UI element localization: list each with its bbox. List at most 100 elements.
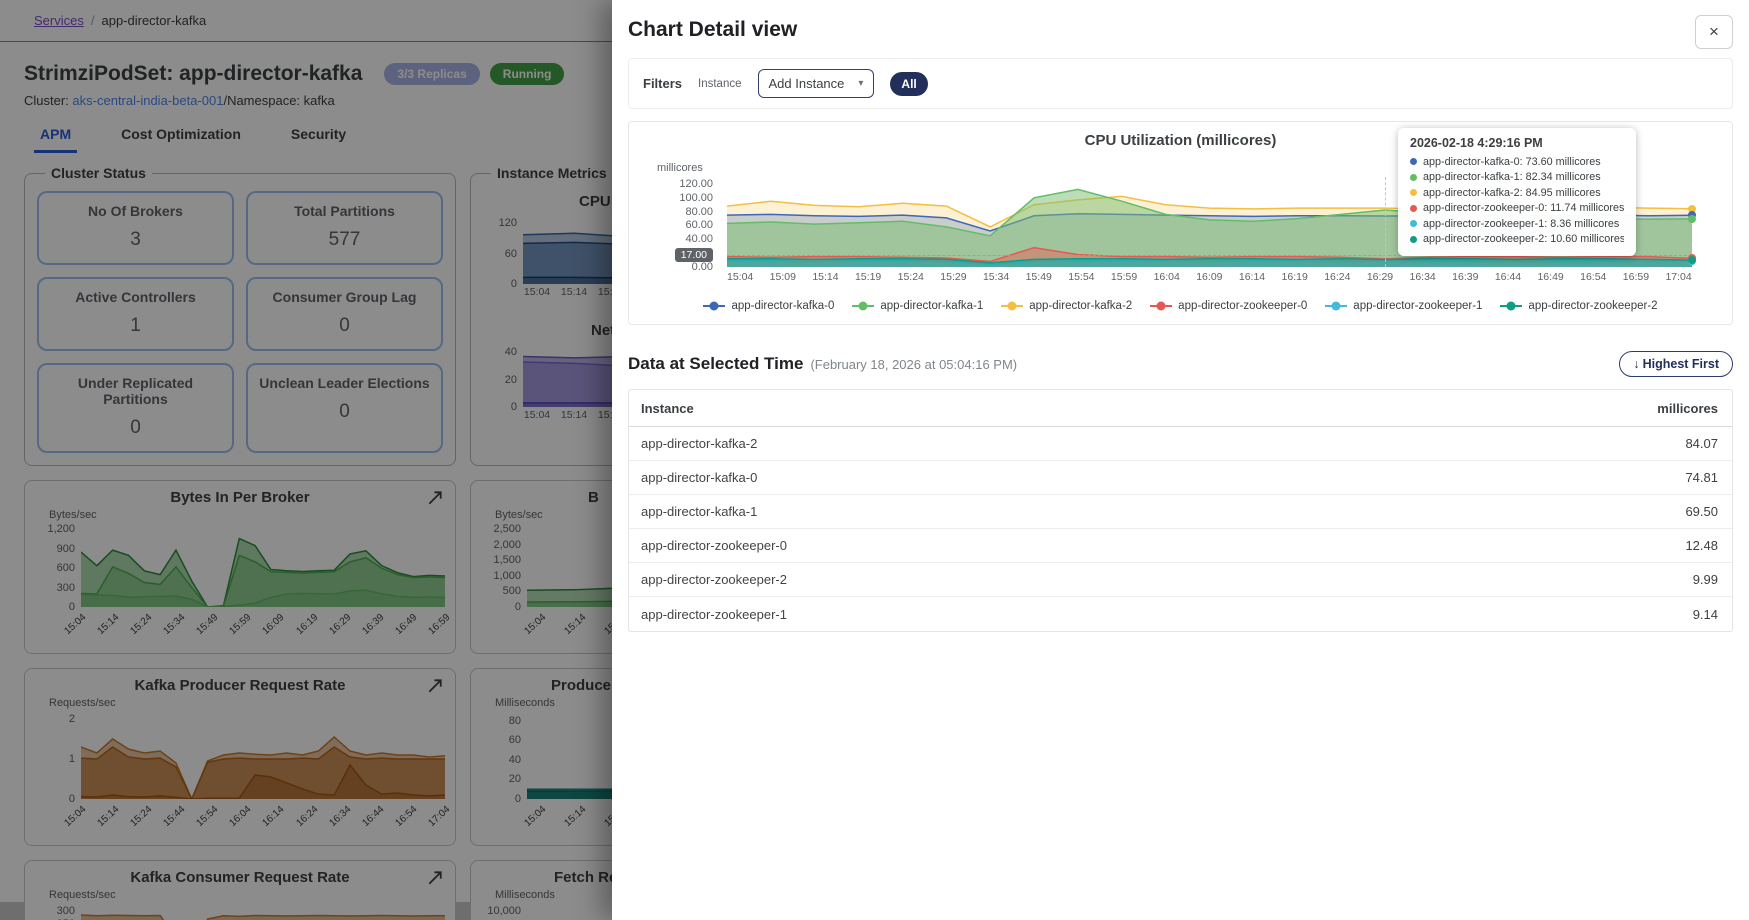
tooltip-row: app-director-kafka-2: 84.95 millicores <box>1410 185 1624 201</box>
y-axis-labels: 120 60 0 <box>498 217 517 290</box>
legend-item[interactable]: app-director-zookeeper-2 <box>1500 296 1658 316</box>
kafka-consumer-request-rate-card[interactable]: Kafka Consumer Request Rate Requests/sec… <box>24 860 456 920</box>
tooltip-row: app-director-zookeeper-0: 11.74 millicor… <box>1410 201 1624 217</box>
stat-card: Under Replicated Partitions 0 <box>37 363 234 453</box>
producer-rate-plot[interactable] <box>81 711 445 799</box>
legend-marker <box>1325 301 1348 311</box>
detail-chart-title: CPU Utilization (millicores) <box>1084 132 1277 149</box>
y-axis-labels: 1,200 900 600 300 0 <box>47 523 75 613</box>
cluster-stats-grid: No Of Brokers 3 Total Partitions 577 Act… <box>37 191 443 453</box>
close-button[interactable]: × <box>1695 15 1733 49</box>
legend-marker <box>1500 301 1523 311</box>
legend-item[interactable]: app-director-kafka-2 <box>1001 296 1132 316</box>
y-axis-unit: Milliseconds <box>495 697 555 709</box>
cluster-status-section: Cluster Status No Of Brokers 3 Total Par… <box>24 165 456 466</box>
detail-y-axis-unit: millicores <box>657 162 703 174</box>
legend-marker <box>703 301 726 311</box>
expand-icon[interactable] <box>427 678 443 694</box>
column-millicores: millicores <box>1657 400 1718 416</box>
series-color-dot <box>1410 220 1417 228</box>
selected-data-header: Data at Selected Time (February 18, 2026… <box>628 351 1733 377</box>
detail-chart-panel: CPU Utilization (millicores) millicores … <box>628 121 1733 325</box>
chart-tooltip: 2026-02-18 4:29:16 PM app-director-kafka… <box>1398 128 1636 256</box>
selected-data-timestamp: (February 18, 2026 at 05:04:16 PM) <box>810 356 1018 372</box>
stat-card: Consumer Group Lag 0 <box>246 277 443 351</box>
y-axis-unit: Requests/sec <box>49 697 116 709</box>
filters-label: Filters <box>643 76 683 91</box>
consumer-rate-plot[interactable] <box>81 903 445 920</box>
tooltip-row: app-director-kafka-1: 82.34 millicores <box>1410 170 1624 186</box>
legend-item[interactable]: app-director-zookeeper-1 <box>1325 296 1482 316</box>
chart-detail-drawer: Chart Detail view × Filters Instance Add… <box>612 0 1749 920</box>
chart-title: B <box>588 489 599 506</box>
drawer-title: Chart Detail view <box>628 18 798 41</box>
stat-card: Unclean Leader Elections 0 <box>246 363 443 453</box>
sort-down-icon: ↓ <box>1633 357 1640 371</box>
breadcrumb-current: app-director-kafka <box>101 13 207 28</box>
chart-title: CPU <box>579 193 611 210</box>
expand-icon[interactable] <box>427 490 443 506</box>
tab-security[interactable]: Security <box>290 126 347 142</box>
chevron-down-icon: ▾ <box>858 78 864 89</box>
series-color-dot <box>1410 158 1417 166</box>
all-filter-chip[interactable]: All <box>890 71 928 96</box>
table-body: app-director-kafka-2 84.07 app-director-… <box>629 427 1732 631</box>
stat-card: Active Controllers 1 <box>37 277 234 351</box>
tab-cost-optimization[interactable]: Cost Optimization <box>121 126 241 142</box>
tooltip-timestamp: 2026-02-18 4:29:16 PM <box>1410 136 1543 150</box>
legend-marker <box>852 301 875 311</box>
selected-data-table: Instance millicores app-director-kafka-2… <box>628 389 1733 632</box>
cluster-link[interactable]: aks-central-india-beta-001 <box>72 93 224 108</box>
threshold-badge: 17.00 <box>674 248 713 263</box>
series-color-dot <box>1410 204 1417 212</box>
chart-title: Net <box>591 322 616 339</box>
table-row: app-director-zookeeper-2 9.99 <box>629 563 1732 597</box>
series-endpoint-dot <box>1688 204 1696 213</box>
tab-apm[interactable]: APM <box>34 124 78 153</box>
stat-card: Total Partitions 577 <box>246 191 443 265</box>
cluster-info: Cluster: aks-central-india-beta-001/Name… <box>24 93 335 108</box>
y-axis-labels: 2,500 2,000 1,500 1,000 500 0 <box>493 523 521 613</box>
tooltip-rows: app-director-kafka-0: 73.60 millicores a… <box>1410 154 1624 247</box>
y-axis-unit: Requests/sec <box>49 889 116 901</box>
breadcrumb-services-link[interactable]: Services <box>34 13 84 28</box>
instance-field-label: Instance <box>698 77 742 90</box>
bytes-in-per-broker-card[interactable]: Bytes In Per Broker Bytes/sec 1,200 900 60… <box>24 480 456 654</box>
add-instance-dropdown[interactable]: Add Instance ▾ <box>757 69 875 98</box>
y-axis-labels: 300250200150100500 <box>56 905 75 920</box>
tooltip-row: app-director-zookeeper-1: 8.36 millicore… <box>1410 216 1624 232</box>
legend-item[interactable]: app-director-kafka-0 <box>703 296 834 316</box>
chart-title: Kafka Consumer Request Rate <box>130 869 350 886</box>
column-instance: Instance <box>641 400 694 416</box>
tooltip-row: app-director-kafka-0: 73.60 millicores <box>1410 154 1624 170</box>
table-row: app-director-kafka-1 69.50 <box>629 495 1732 529</box>
legend-marker <box>1001 301 1024 311</box>
expand-icon[interactable] <box>427 870 443 886</box>
page-title: StrimziPodSet: app-director-kafka <box>24 62 363 85</box>
tooltip-row: app-director-zookeeper-2: 10.60 millicor… <box>1410 232 1624 248</box>
highest-first-button[interactable]: ↓ Highest First <box>1619 351 1733 377</box>
kafka-producer-request-rate-card[interactable]: Kafka Producer Request Rate Requests/sec… <box>24 668 456 846</box>
crosshair-line <box>1384 177 1386 267</box>
status-badge: Running <box>489 63 565 85</box>
breadcrumb-separator: / <box>90 13 95 28</box>
series-color-dot <box>1410 173 1417 181</box>
y-axis-unit: Bytes/sec <box>49 509 97 521</box>
chart-title: Kafka Producer Request Rate <box>134 677 346 694</box>
instance-metrics-legend: Instance Metrics <box>497 165 607 181</box>
y-axis-labels: 40 20 0 <box>504 346 517 413</box>
table-header: Instance millicores <box>629 390 1732 427</box>
legend-item[interactable]: app-director-zookeeper-0 <box>1150 296 1307 316</box>
tab-bar: APM Cost Optimization Security <box>24 124 1725 153</box>
bytes-in-plot[interactable] <box>81 523 445 607</box>
detail-x-axis-labels: 15:04 15:09 15:14 15:19 15:24 15:29 15:34 15:49… <box>727 271 1692 283</box>
series-color-dot <box>1410 189 1417 197</box>
table-row: app-director-kafka-0 74.81 <box>629 461 1732 495</box>
detail-legend: app-director-kafka-0 app-director-kafka-… <box>641 296 1720 316</box>
legend-item[interactable]: app-director-kafka-1 <box>852 296 983 316</box>
chart-title: Bytes In Per Broker <box>170 489 310 506</box>
replicas-badge: 3/3 Replicas <box>384 63 480 85</box>
cluster-status-legend: Cluster Status <box>51 165 146 181</box>
table-row: app-director-kafka-2 84.07 <box>629 427 1732 461</box>
series-color-dot <box>1410 235 1417 243</box>
